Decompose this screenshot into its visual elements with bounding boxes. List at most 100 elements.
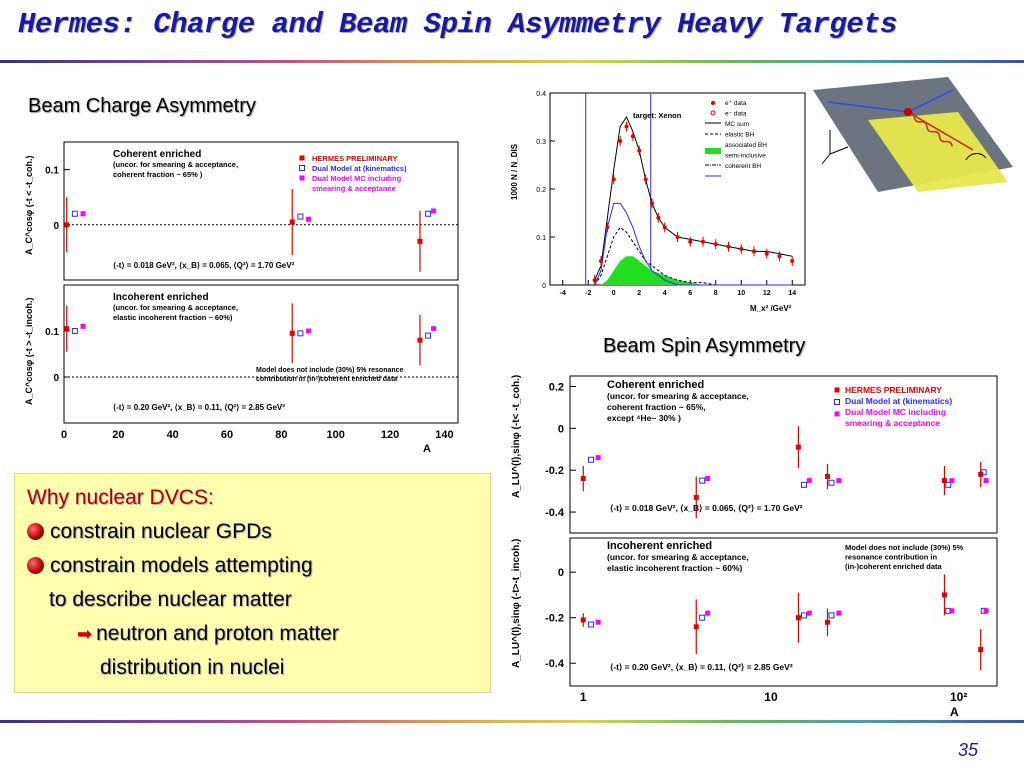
data-point: [726, 244, 731, 249]
data-point: [790, 259, 795, 263]
legend-marker: [834, 387, 840, 393]
y-axis-label: 1000 N / N_DIS: [510, 143, 519, 200]
coherent-bh-line: [594, 202, 793, 286]
plot-frame: [549, 92, 806, 286]
x-tick-label: 0: [612, 290, 616, 297]
annotation: Coherent enriched: [113, 149, 201, 160]
annotation: coherent fraction ~ 65%,: [607, 402, 706, 412]
data-point: [983, 478, 989, 484]
data-point: [980, 469, 987, 476]
x-tick-label: 10: [764, 690, 778, 704]
x-tick-label: 20: [112, 429, 124, 441]
data-point: [806, 610, 812, 616]
bca-chart: 0 0.1 0 0.1 0 20 40 60 80 100 120 140 A Coherent enri…: [24, 141, 459, 455]
y-tick-label: 0.2: [549, 381, 564, 393]
data-point: [630, 134, 635, 139]
x-tick-label: 140: [435, 429, 453, 441]
box-item: constrain models attempting: [27, 554, 313, 578]
annotation: Incoherent enriched: [607, 540, 712, 552]
legend-label: associated BH: [725, 142, 767, 149]
data-point: [306, 328, 312, 334]
data-point: [289, 330, 295, 336]
x-tick-label: 0: [61, 429, 67, 441]
kinematics-note: ⟨-t⟩ = 0.20 GeV², ⟨x_B⟩ = 0.11, ⟨Q²⟩ = 2…: [610, 662, 793, 672]
data-point: [801, 612, 808, 619]
data-point: [64, 222, 70, 228]
data-point: [705, 476, 711, 482]
x-axis-label: A: [423, 443, 431, 455]
data-point: [80, 323, 86, 329]
data-point: [650, 201, 654, 206]
annotation: (uncor. for smearing & acceptance,: [113, 303, 238, 312]
x-tick-label: 10: [737, 290, 745, 297]
x-tick-label: -2: [585, 290, 591, 297]
legend-label: Dual Model MC including: [845, 407, 946, 417]
annotation: except ⁴He~ 30% ): [607, 413, 681, 423]
data-point: [643, 177, 648, 182]
x-tick-label: 2: [637, 290, 641, 297]
annotation: (uncor. for smearing & acceptance,: [607, 552, 749, 562]
data-point: [588, 456, 595, 463]
data-point: [588, 621, 595, 628]
annotation: coherent fraction ~ 65% ): [113, 170, 203, 179]
box-item-continuation: to describe nuclear matter: [49, 588, 292, 611]
data-point: [941, 478, 947, 484]
y-axis-label: A_C^cosφ (-t < -t_coh.): [24, 156, 34, 255]
legend-label: semi-inclusive: [725, 153, 766, 160]
data-point: [701, 239, 705, 244]
y-tick-label: 0: [542, 283, 546, 290]
data-point: [431, 326, 437, 332]
legend-marker: [299, 155, 305, 161]
data-point: [297, 213, 304, 220]
data-point: [828, 479, 835, 486]
legend-label: Dual Model at (kinematics): [312, 164, 407, 173]
annotation: elastic incoherent fraction ~ 60%): [607, 563, 743, 573]
annotation: (in-)coherent enriched data: [845, 562, 943, 571]
data-point: [945, 481, 952, 488]
x-tick-label: 12: [763, 290, 771, 297]
legend-label: e⁺ data: [725, 100, 747, 107]
bullet-icon: [27, 523, 44, 540]
legend-label: coherent BH: [725, 163, 761, 170]
annotation: Model does not include (30%) 5%: [845, 543, 964, 552]
data-point: [806, 478, 812, 484]
legend-label: e⁻ data: [725, 111, 747, 118]
legend-label: Dual Model at (kinematics): [845, 396, 952, 406]
annotation: Model does not include (30%) 5% resonanc…: [256, 367, 404, 374]
x-tick-label: 80: [275, 429, 287, 441]
data-point: [824, 473, 830, 479]
x-tick-label: 40: [167, 429, 179, 441]
production-plane: [868, 112, 1008, 192]
y-tick-label: 0: [53, 221, 59, 232]
data-point: [289, 219, 295, 225]
bullet-icon: [27, 557, 44, 574]
annotation: contribution in (in-)coherent enriched d…: [256, 376, 397, 383]
data-point: [688, 239, 693, 244]
x-tick-label: 1: [580, 690, 587, 704]
x-tick-label: 120: [381, 429, 399, 441]
x-tick-label: 14: [788, 290, 796, 297]
kinematics-note: ⟨-t⟩ = 0.018 GeV², ⟨x_B⟩ = 0.065, ⟨Q²⟩ =…: [113, 261, 295, 270]
data-point: [836, 610, 842, 616]
legend-label: MC sum: [725, 121, 749, 128]
data-point: [752, 249, 756, 254]
annotation: (uncor. for smearing & acceptance,: [113, 160, 238, 169]
target-geometry-diagram: [813, 77, 1013, 192]
data-point: [425, 210, 432, 217]
plot-frame: [569, 537, 998, 687]
data-point: [699, 477, 706, 484]
y-axis-label: A_LU^(I),sinφ (-t< -t_coh.): [511, 375, 522, 498]
associated-bh-area: [594, 256, 793, 285]
data-point: [941, 592, 947, 598]
plot-frame: [63, 141, 459, 281]
box-subitem-continuation: distribution in nuclei: [100, 656, 285, 679]
plot-frame: [63, 284, 459, 424]
data-point: [637, 148, 642, 153]
data-point: [699, 614, 706, 621]
legend-marker: [834, 411, 840, 417]
x-tick-label: -4: [560, 290, 566, 297]
page-title: Hermes: Charge and Beam Spin Asymmetry H…: [18, 8, 897, 41]
data-point: [949, 478, 955, 484]
legend-marker: [705, 148, 721, 154]
